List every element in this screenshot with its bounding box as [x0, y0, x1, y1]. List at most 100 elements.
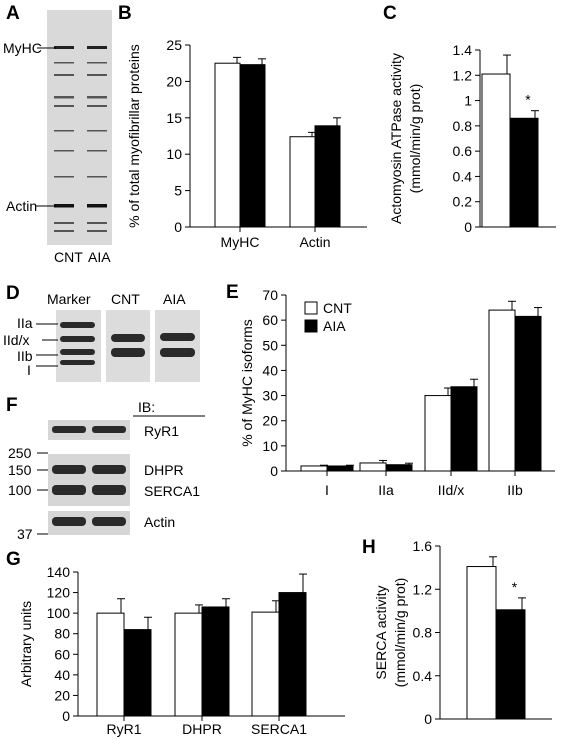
mw-marker-100: 100 [8, 482, 32, 498]
chart-c-ytick-label: 1.2 [453, 67, 473, 83]
panel-h: H 0 0.4 0.8 1.2 1.6 SERCA activity (mmol/min/g… [362, 537, 552, 727]
chart-h-significance-star: * [512, 579, 518, 595]
chart-e-ytick-label: 20 [262, 413, 278, 429]
blot-label-serca1: SERCA1 [144, 483, 200, 499]
blot-label-dhpr: DHPR [144, 462, 184, 478]
panel-letter-h: H [362, 537, 376, 558]
chart-c-ytick-label: 0.8 [453, 118, 473, 134]
chart-g-ytick-label: 120 [47, 585, 71, 601]
chart-b-ylabel: % of total myofibrillar proteins [126, 44, 142, 228]
chart-h-ylabel: SERCA activity [373, 585, 389, 679]
gel-a-bands [54, 46, 107, 232]
chart-c-ytick-label: 1 [464, 93, 472, 109]
chart-e-ytick-label: 40 [262, 362, 278, 378]
chart-g-ylabel: Arbitrary units [18, 601, 34, 687]
legend-swatch-cnt [304, 301, 318, 315]
chart-e-ytick-label: 60 [262, 312, 278, 328]
chart-g-ytick-label: 100 [47, 605, 71, 621]
chart-e-bar-cnt [424, 395, 452, 472]
lane-label-marker: Marker [47, 291, 91, 307]
gel-d-cnt [106, 310, 150, 382]
blot-bands [52, 426, 126, 526]
chart-g-bar-cnt [174, 612, 203, 717]
isoform-label-iia: IIa [17, 315, 33, 331]
panel-e: E CNT AIA 0 10 20 30 40 50 60 70 % of MyHC isofo… [226, 282, 555, 498]
band-label-actin: Actin [6, 198, 37, 214]
chart-h-ytick-label: 0.8 [413, 625, 433, 641]
lane-label-cnt: CNT [54, 249, 83, 265]
chart-e-bar-cnt [488, 309, 516, 472]
chart-e-ylabel: % of MyHC isoforms [239, 319, 255, 447]
panel-d: D Marker CNT AIA IIa IId/x IIb I [3, 283, 200, 382]
chart-g-ytick-label: 60 [54, 646, 70, 662]
mw-marker-250: 250 [8, 445, 32, 461]
chart-c-significance-star: * [525, 92, 531, 108]
chart-g-category-label: SERCA1 [251, 721, 307, 737]
chart-e-category-label: IIb [507, 482, 523, 498]
blot-ryr1 [48, 420, 130, 440]
isoform-label-iidx: IId/x [3, 332, 29, 348]
chart-e-category-label: IIa [378, 482, 394, 498]
isoform-label-i: I [27, 362, 31, 378]
chart-g-category-label: RyR1 [106, 721, 141, 737]
panel-letter-b: B [118, 3, 132, 24]
panel-letter-e: E [226, 282, 239, 303]
mw-marker-37: 37 [17, 526, 33, 542]
chart-g-bar-aia [278, 592, 307, 717]
chart-e-bar-cnt [359, 462, 387, 472]
gel-d-bands [60, 322, 195, 365]
chart-h-ylabel-units: (mmol/min/g prot) [392, 578, 408, 688]
chart-c-ylabel: Actomyosin ATPase activity [388, 53, 404, 224]
blot-label-ryr1: RyR1 [144, 423, 179, 439]
chart-b-category-label: Actin [299, 234, 330, 250]
chart-e-ytick-label: 0 [270, 463, 278, 479]
chart-c-ytick-label: 1.4 [453, 42, 473, 58]
panel-letter-g: G [6, 549, 21, 570]
chart-h-ytick-label: 0.4 [413, 668, 433, 684]
chart-c-ylabel-units: (mmol/min/g prot) [407, 84, 423, 194]
isoform-label-iib: IIb [17, 348, 33, 364]
panel-f: F IB: RyR1 DHPR SERCA1 Actin 250 150 100… [6, 395, 205, 542]
gel-d-aia [155, 310, 200, 382]
blot-dhpr-serca1 [48, 454, 130, 506]
panel-g: G 0 20 40 60 80 100 120 140 Arbitrary units RyR1 D… [6, 549, 345, 737]
chart-e-category-label: IId/x [438, 482, 464, 498]
chart-g-bar-cnt [96, 612, 125, 717]
chart-b-ytick-label: 0 [174, 219, 182, 235]
chart-c-ytick-label: 0.6 [453, 143, 473, 159]
chart-h-bar-cnt [466, 566, 497, 720]
chart-e-bar-aia [514, 315, 542, 472]
panel-b: B 0 5 10 15 20 25 % of total myofibrillar prot… [118, 3, 367, 250]
chart-g-ytick-label: 20 [54, 687, 70, 703]
ib-header: IB: [138, 399, 155, 415]
chart-g-bar-aia [123, 629, 152, 717]
panel-letter-d: D [6, 283, 20, 304]
blot-label-actin: Actin [144, 514, 175, 530]
chart-g-ytick-label: 40 [54, 667, 70, 683]
band-label-myhc: MyHC [3, 40, 42, 56]
chart-b-bar-aia [314, 125, 341, 228]
legend-label-aia: AIA [323, 318, 346, 334]
chart-b-bar-aia [239, 64, 266, 228]
chart-g-ytick-label: 0 [62, 708, 70, 724]
chart-c-ytick-label: 0 [464, 219, 472, 235]
chart-h-ytick-label: 0 [424, 711, 432, 727]
chart-g-bar-cnt [251, 611, 280, 717]
chart-c-ytick-label: 0.4 [453, 168, 473, 184]
chart-e-ytick-label: 10 [262, 438, 278, 454]
chart-e-ytick-label: 30 [262, 388, 278, 404]
chart-b-ytick-label: 15 [166, 110, 182, 126]
panel-letter-c: C [383, 3, 397, 24]
chart-e-bar-cnt [300, 465, 328, 472]
chart-e-bar-aia [385, 464, 413, 472]
chart-b-bar-cnt [289, 136, 316, 228]
chart-g-bar-aia [201, 606, 230, 717]
panel-letter-a: A [6, 3, 20, 24]
panel-letter-f: F [6, 395, 18, 416]
chart-b-ytick-label: 5 [174, 183, 182, 199]
legend-swatch-aia [304, 319, 318, 333]
chart-b-ytick-label: 20 [166, 73, 182, 89]
chart-e-ytick-label: 70 [262, 287, 278, 303]
chart-g-ytick-label: 140 [47, 564, 71, 580]
